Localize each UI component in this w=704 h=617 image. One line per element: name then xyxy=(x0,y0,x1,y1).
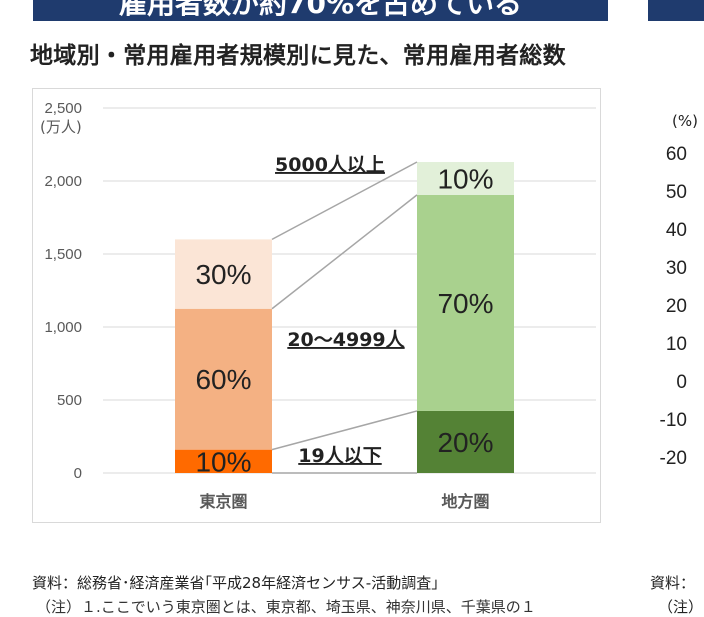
right-axis-tick: 0 xyxy=(676,372,687,393)
connector-line xyxy=(271,161,418,241)
y-tick-label: 0 xyxy=(74,465,82,482)
y-tick-label: 1,000 xyxy=(44,319,82,336)
bar-percent-label: 30% xyxy=(195,259,251,290)
banner-text: 雇用者数が約70%を占めている xyxy=(118,0,523,20)
y-tick-label: 2,500 xyxy=(44,100,82,117)
bar-percent-label: 60% xyxy=(195,364,251,395)
right-axis-tick: 20 xyxy=(666,296,687,317)
bar-percent-label: 20% xyxy=(437,427,493,458)
page-title: 地域別・常用雇用者規模別に見た、常用雇用者総数 xyxy=(30,43,566,69)
right-axis-tick: 30 xyxy=(666,258,687,279)
series-label: 20〜4999人 xyxy=(287,329,405,351)
y-tick-label: 1,500 xyxy=(44,246,82,263)
source-note: 資料：総務省･経済産業省｢平成28年経済センサス-活動調査｣ xyxy=(32,574,439,592)
right-banner xyxy=(648,0,704,21)
connector-line xyxy=(271,194,418,310)
x-category-label: 東京圏 xyxy=(199,492,247,511)
bar-segment xyxy=(417,194,514,411)
y-unit-label: (万人) xyxy=(40,118,82,136)
series-label: 5000人以上 xyxy=(275,154,385,176)
right-axis-tick: 10 xyxy=(666,334,687,355)
connector-line xyxy=(271,410,418,451)
footnote: （注）１.ここでいう東京圏とは、東京都、埼玉県、神奈川県、千葉県の１ xyxy=(36,598,536,616)
right-axis-unit: (%) xyxy=(672,112,698,130)
x-category-label: 地方圏 xyxy=(441,492,489,511)
y-tick-label: 500 xyxy=(57,392,82,409)
bar-percent-label: 70% xyxy=(437,288,493,319)
right-axis-tick: 60 xyxy=(666,144,687,165)
right-axis-tick: -20 xyxy=(660,448,687,469)
bar-percent-label: 10% xyxy=(195,446,251,477)
bar-segment xyxy=(417,162,514,195)
right-axis-tick: 50 xyxy=(666,182,687,203)
series-label: 19人以下 xyxy=(298,445,381,467)
header-banner: 雇用者数が約70%を占めている xyxy=(33,0,608,21)
bar-percent-label: 10% xyxy=(437,163,493,194)
right-source-note: 資料： xyxy=(650,574,696,592)
right-axis-tick: -10 xyxy=(660,410,687,431)
bar-segment xyxy=(417,410,514,473)
right-footnote: （注） xyxy=(658,598,704,616)
y-tick-label: 2,000 xyxy=(44,173,82,190)
bar-segment xyxy=(175,449,272,473)
bar-segment xyxy=(175,239,272,309)
bar-segment xyxy=(175,308,272,450)
right-axis-tick: 40 xyxy=(666,220,687,241)
